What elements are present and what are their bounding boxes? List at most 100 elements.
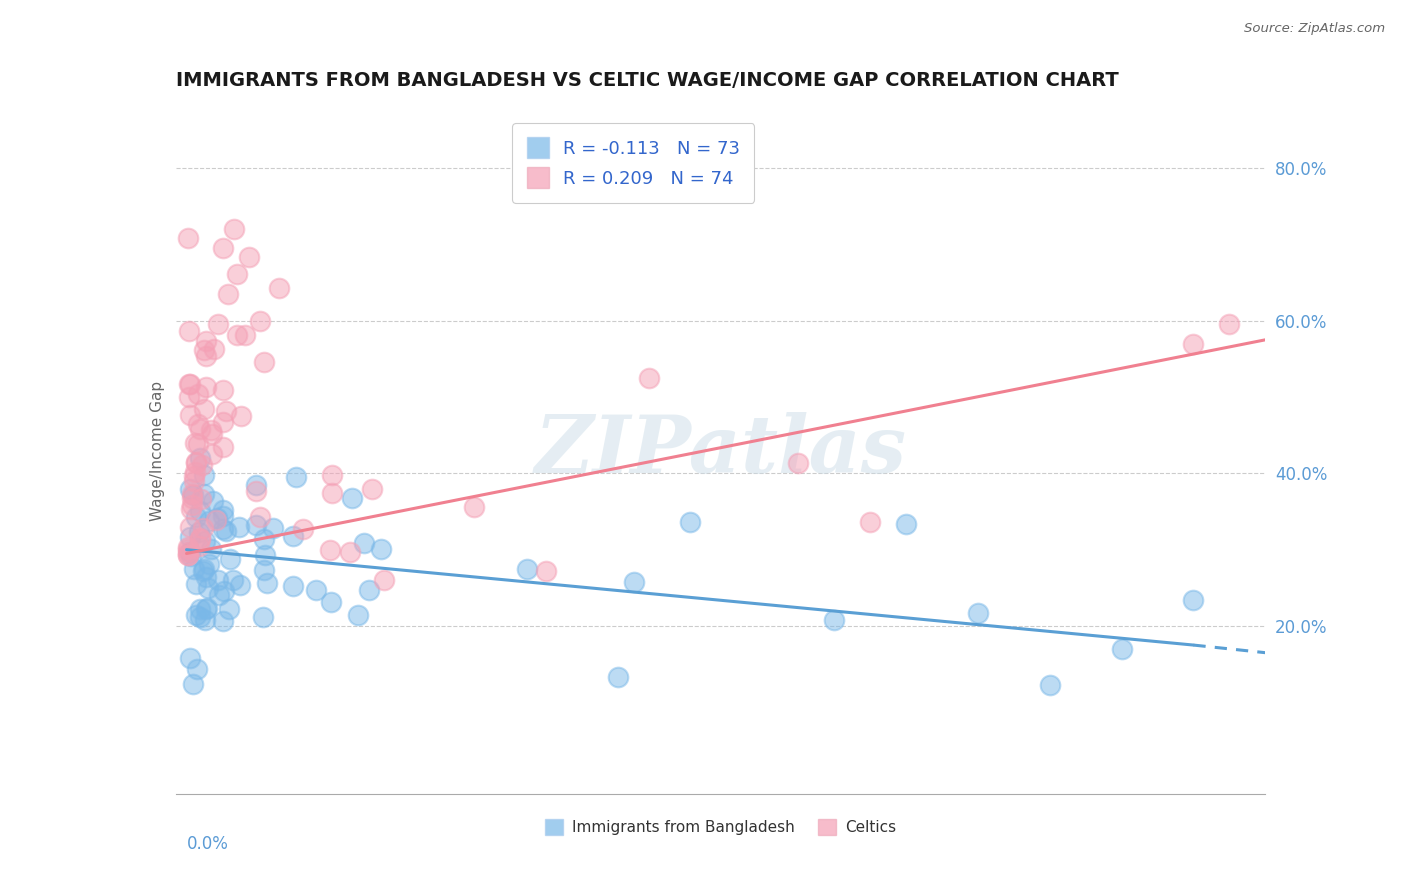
Point bbox=[207, 511, 229, 525]
Point bbox=[207, 573, 229, 587]
Point bbox=[191, 564, 214, 578]
Point bbox=[177, 390, 200, 404]
Point bbox=[211, 415, 233, 429]
Point bbox=[194, 349, 217, 363]
Point bbox=[228, 519, 250, 533]
Point bbox=[786, 456, 808, 470]
Point bbox=[183, 466, 205, 480]
Point bbox=[181, 488, 204, 502]
Point bbox=[186, 663, 208, 677]
Point bbox=[222, 222, 245, 236]
Point bbox=[254, 549, 277, 563]
Point bbox=[184, 435, 207, 450]
Point bbox=[177, 230, 200, 244]
Point bbox=[188, 602, 211, 616]
Point bbox=[177, 540, 200, 554]
Point bbox=[188, 451, 211, 466]
Point bbox=[191, 458, 214, 472]
Point bbox=[285, 470, 308, 484]
Point bbox=[188, 421, 211, 435]
Point bbox=[211, 508, 233, 523]
Point bbox=[340, 491, 363, 505]
Point bbox=[226, 267, 249, 281]
Point bbox=[188, 609, 211, 624]
Point bbox=[183, 469, 205, 483]
Point bbox=[211, 440, 233, 454]
Point bbox=[1111, 642, 1133, 657]
Point bbox=[249, 313, 271, 327]
Point bbox=[195, 600, 218, 615]
Point bbox=[190, 492, 212, 507]
Point bbox=[197, 558, 219, 572]
Point bbox=[1039, 678, 1062, 692]
Point bbox=[534, 564, 557, 578]
Point bbox=[193, 343, 215, 358]
Point bbox=[177, 548, 200, 562]
Point bbox=[245, 478, 267, 492]
Point bbox=[200, 541, 222, 556]
Point bbox=[219, 551, 242, 566]
Point bbox=[184, 455, 207, 469]
Point bbox=[211, 241, 233, 255]
Point bbox=[215, 403, 238, 417]
Point bbox=[191, 521, 214, 535]
Point bbox=[262, 521, 284, 535]
Point bbox=[194, 534, 217, 549]
Point bbox=[197, 582, 219, 596]
Point bbox=[211, 614, 233, 628]
Point bbox=[339, 544, 361, 558]
Point bbox=[201, 493, 224, 508]
Point bbox=[256, 576, 278, 591]
Point bbox=[249, 510, 271, 524]
Point bbox=[198, 514, 221, 528]
Point bbox=[179, 650, 201, 665]
Point bbox=[252, 610, 274, 624]
Point bbox=[1182, 593, 1205, 607]
Point bbox=[859, 515, 882, 529]
Point bbox=[321, 595, 343, 609]
Point bbox=[180, 501, 202, 516]
Point bbox=[212, 584, 235, 599]
Point bbox=[179, 530, 201, 544]
Point bbox=[184, 607, 207, 622]
Point bbox=[319, 542, 342, 557]
Point bbox=[184, 576, 207, 591]
Point bbox=[245, 518, 267, 533]
Point bbox=[181, 487, 204, 501]
Point bbox=[321, 486, 343, 500]
Point bbox=[370, 542, 392, 557]
Point bbox=[184, 456, 207, 470]
Legend: Immigrants from Bangladesh, Celtics: Immigrants from Bangladesh, Celtics bbox=[538, 813, 903, 841]
Text: ZIPatlas: ZIPatlas bbox=[534, 412, 907, 489]
Point bbox=[253, 355, 276, 369]
Point bbox=[347, 607, 370, 622]
Point bbox=[179, 545, 201, 559]
Point bbox=[267, 281, 290, 295]
Point bbox=[179, 520, 201, 534]
Point bbox=[208, 588, 231, 602]
Point bbox=[211, 383, 233, 397]
Point bbox=[202, 342, 225, 356]
Point bbox=[177, 548, 200, 562]
Point bbox=[233, 328, 256, 343]
Point bbox=[229, 409, 252, 423]
Point bbox=[183, 677, 205, 691]
Point bbox=[218, 601, 240, 615]
Point bbox=[215, 524, 238, 538]
Point bbox=[183, 474, 205, 488]
Point bbox=[188, 539, 211, 553]
Point bbox=[353, 536, 375, 550]
Point bbox=[623, 574, 645, 589]
Text: 0.0%: 0.0% bbox=[187, 835, 228, 853]
Point bbox=[228, 578, 250, 592]
Point bbox=[217, 287, 239, 301]
Text: Source: ZipAtlas.com: Source: ZipAtlas.com bbox=[1244, 22, 1385, 36]
Point bbox=[1182, 337, 1205, 351]
Point bbox=[180, 549, 202, 563]
Point bbox=[361, 483, 384, 497]
Point bbox=[359, 583, 381, 598]
Point bbox=[179, 482, 201, 496]
Point bbox=[180, 498, 202, 512]
Y-axis label: Wage/Income Gap: Wage/Income Gap bbox=[149, 380, 165, 521]
Point bbox=[305, 583, 328, 598]
